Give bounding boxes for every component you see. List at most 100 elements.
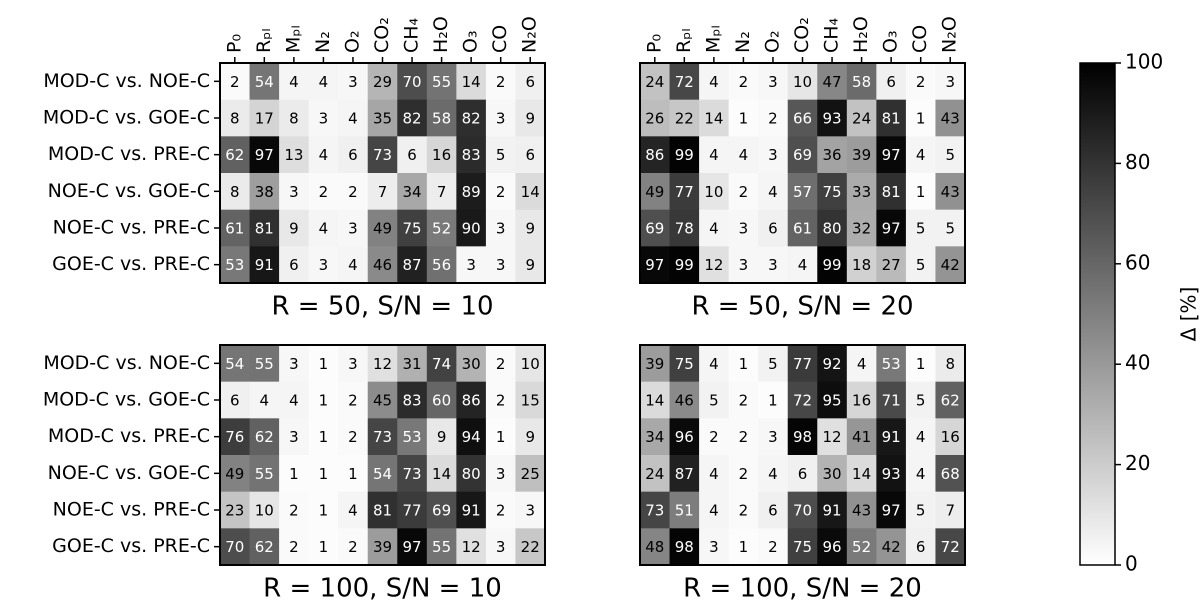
cell-label: 5 — [916, 502, 926, 520]
heatmap-cell — [515, 136, 546, 174]
cell-label: 45 — [373, 392, 392, 410]
cell-label: 41 — [852, 428, 871, 446]
heatmap-cell — [308, 528, 339, 566]
cell-label: 35 — [373, 110, 392, 128]
heatmap-cell — [220, 491, 251, 529]
heatmap-cell — [640, 63, 671, 101]
cell-label: 71 — [882, 392, 901, 410]
cell-label: 4 — [916, 428, 926, 446]
cell-label: 3 — [348, 220, 358, 238]
cell-label: 87 — [675, 465, 694, 483]
cell-label: 1 — [739, 355, 749, 373]
heatmap-cell — [220, 345, 251, 383]
cell-label: 75 — [675, 355, 694, 373]
cell-label: 3 — [289, 428, 299, 446]
heatmap-cell — [876, 63, 907, 101]
heatmap-cell — [758, 345, 789, 383]
heatmap-cell — [905, 99, 936, 137]
heatmap-cell — [456, 99, 487, 137]
cell-label: 14 — [645, 392, 664, 410]
cell-label: 3 — [496, 256, 506, 274]
panel-title: R = 100, S/N = 10 — [263, 574, 502, 603]
cell-label: 91 — [822, 502, 841, 520]
cell-label: 12 — [822, 428, 841, 446]
cell-label: 3 — [768, 146, 778, 164]
cell-label: 62 — [225, 146, 244, 164]
heatmap-cell — [699, 63, 730, 101]
heatmap-cell — [220, 209, 251, 247]
heatmap-cell — [787, 99, 818, 137]
heatmap-cell — [640, 418, 671, 456]
heatmap-cell — [758, 455, 789, 493]
row-label: MOD-C vs. NOE-C — [43, 70, 210, 92]
row-label: NOE-C vs. PRE-C — [53, 217, 210, 239]
heatmap-cell — [758, 491, 789, 529]
heatmap-cell — [640, 381, 671, 419]
heatmap-cell — [728, 246, 759, 284]
heatmap-cell — [935, 491, 966, 529]
col-label: N₂O — [519, 16, 541, 53]
cell-label: 62 — [255, 538, 274, 556]
cell-label: 56 — [432, 256, 451, 274]
cell-label: 6 — [768, 502, 778, 520]
cell-label: 8 — [289, 110, 299, 128]
col-label: Rₚₗ — [253, 29, 275, 54]
heatmap-cell — [669, 173, 700, 211]
heatmap-cell — [846, 173, 877, 211]
cell-label: 58 — [432, 110, 451, 128]
heatmap-cell — [279, 418, 310, 456]
cell-label: 32 — [852, 220, 871, 238]
cell-label: 1 — [496, 428, 506, 446]
cell-label: 1 — [739, 538, 749, 556]
cell-label: 4 — [348, 256, 358, 274]
heatmap-cell — [249, 528, 280, 566]
heatmap-cell — [308, 173, 339, 211]
cell-label: 3 — [289, 355, 299, 373]
cell-label: 43 — [852, 502, 871, 520]
heatmap-cell — [426, 528, 457, 566]
heatmap-cell — [758, 63, 789, 101]
heatmap-cell — [279, 136, 310, 174]
cell-label: 82 — [402, 110, 421, 128]
cell-label: 9 — [525, 220, 535, 238]
heatmap-cell — [817, 136, 848, 174]
heatmap-cell — [699, 345, 730, 383]
heatmap-cell — [249, 418, 280, 456]
heatmap-cell — [728, 136, 759, 174]
cell-label: 29 — [373, 73, 392, 91]
heatmap-cell — [728, 455, 759, 493]
heatmap-cell — [935, 136, 966, 174]
heatmap-cell — [640, 173, 671, 211]
row-label: NOE-C vs. PRE-C — [53, 499, 210, 521]
heatmap-cell — [426, 63, 457, 101]
cell-label: 9 — [525, 256, 535, 274]
cell-label: 3 — [348, 355, 358, 373]
cell-label: 69 — [432, 502, 451, 520]
cell-label: 34 — [645, 428, 664, 446]
heatmap-cell — [515, 381, 546, 419]
cell-label: 4 — [916, 465, 926, 483]
heatmap-cell — [640, 136, 671, 174]
colorbar-tick-label: 80 — [1125, 150, 1150, 174]
heatmap-cell — [905, 418, 936, 456]
cell-label: 3 — [289, 183, 299, 201]
heatmap-cell — [515, 246, 546, 284]
heatmap-cell — [728, 173, 759, 211]
cell-label: 91 — [882, 428, 901, 446]
col-label: Mₚₗ — [702, 25, 724, 53]
row-label: MOD-C vs. NOE-C — [43, 352, 210, 374]
heatmap-cell — [338, 136, 369, 174]
cell-label: 10 — [793, 73, 812, 91]
cell-label: 31 — [402, 355, 421, 373]
cell-label: 12 — [704, 256, 723, 274]
heatmap-cell — [426, 136, 457, 174]
cell-label: 52 — [852, 538, 871, 556]
heatmap-cell — [456, 173, 487, 211]
heatmap-cell — [846, 209, 877, 247]
cell-label: 1 — [916, 183, 926, 201]
cell-label: 75 — [402, 220, 421, 238]
heatmap-cell — [935, 345, 966, 383]
heatmap-cell — [279, 491, 310, 529]
heatmap-cell — [220, 381, 251, 419]
